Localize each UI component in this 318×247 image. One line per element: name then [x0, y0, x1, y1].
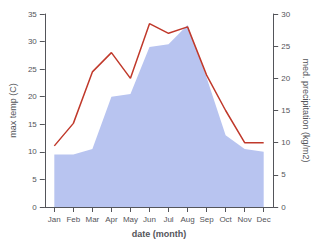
- svg-text:Apr: Apr: [105, 215, 118, 224]
- svg-text:Nov: Nov: [238, 215, 252, 224]
- svg-text:15: 15: [281, 106, 290, 115]
- svg-text:Mar: Mar: [85, 215, 99, 224]
- svg-text:10: 10: [281, 138, 290, 147]
- svg-text:May: May: [123, 215, 138, 224]
- svg-text:Aug: Aug: [180, 215, 194, 224]
- svg-text:0: 0: [32, 203, 37, 212]
- svg-text:20: 20: [28, 92, 37, 101]
- svg-text:25: 25: [281, 42, 290, 51]
- svg-text:5: 5: [32, 175, 37, 184]
- svg-text:Jun: Jun: [143, 215, 156, 224]
- svg-text:Dec: Dec: [257, 215, 271, 224]
- svg-text:35: 35: [28, 10, 37, 19]
- svg-text:20: 20: [281, 74, 290, 83]
- svg-text:15: 15: [28, 120, 37, 129]
- svg-text:med. precipitation (kg/m2): med. precipitation (kg/m2): [301, 58, 311, 162]
- svg-text:Feb: Feb: [66, 215, 80, 224]
- svg-text:30: 30: [28, 37, 37, 46]
- svg-text:5: 5: [281, 170, 286, 179]
- svg-text:date (month): date (month): [132, 229, 187, 239]
- svg-text:Jul: Jul: [163, 215, 173, 224]
- svg-text:25: 25: [28, 65, 37, 74]
- svg-text:Oct: Oct: [219, 215, 232, 224]
- svg-text:10: 10: [28, 147, 37, 156]
- svg-text:max temp (C): max temp (C): [8, 83, 18, 138]
- svg-text:Sep: Sep: [199, 215, 214, 224]
- svg-text:30: 30: [281, 10, 290, 19]
- svg-text:Jan: Jan: [48, 215, 61, 224]
- svg-text:0: 0: [281, 203, 286, 212]
